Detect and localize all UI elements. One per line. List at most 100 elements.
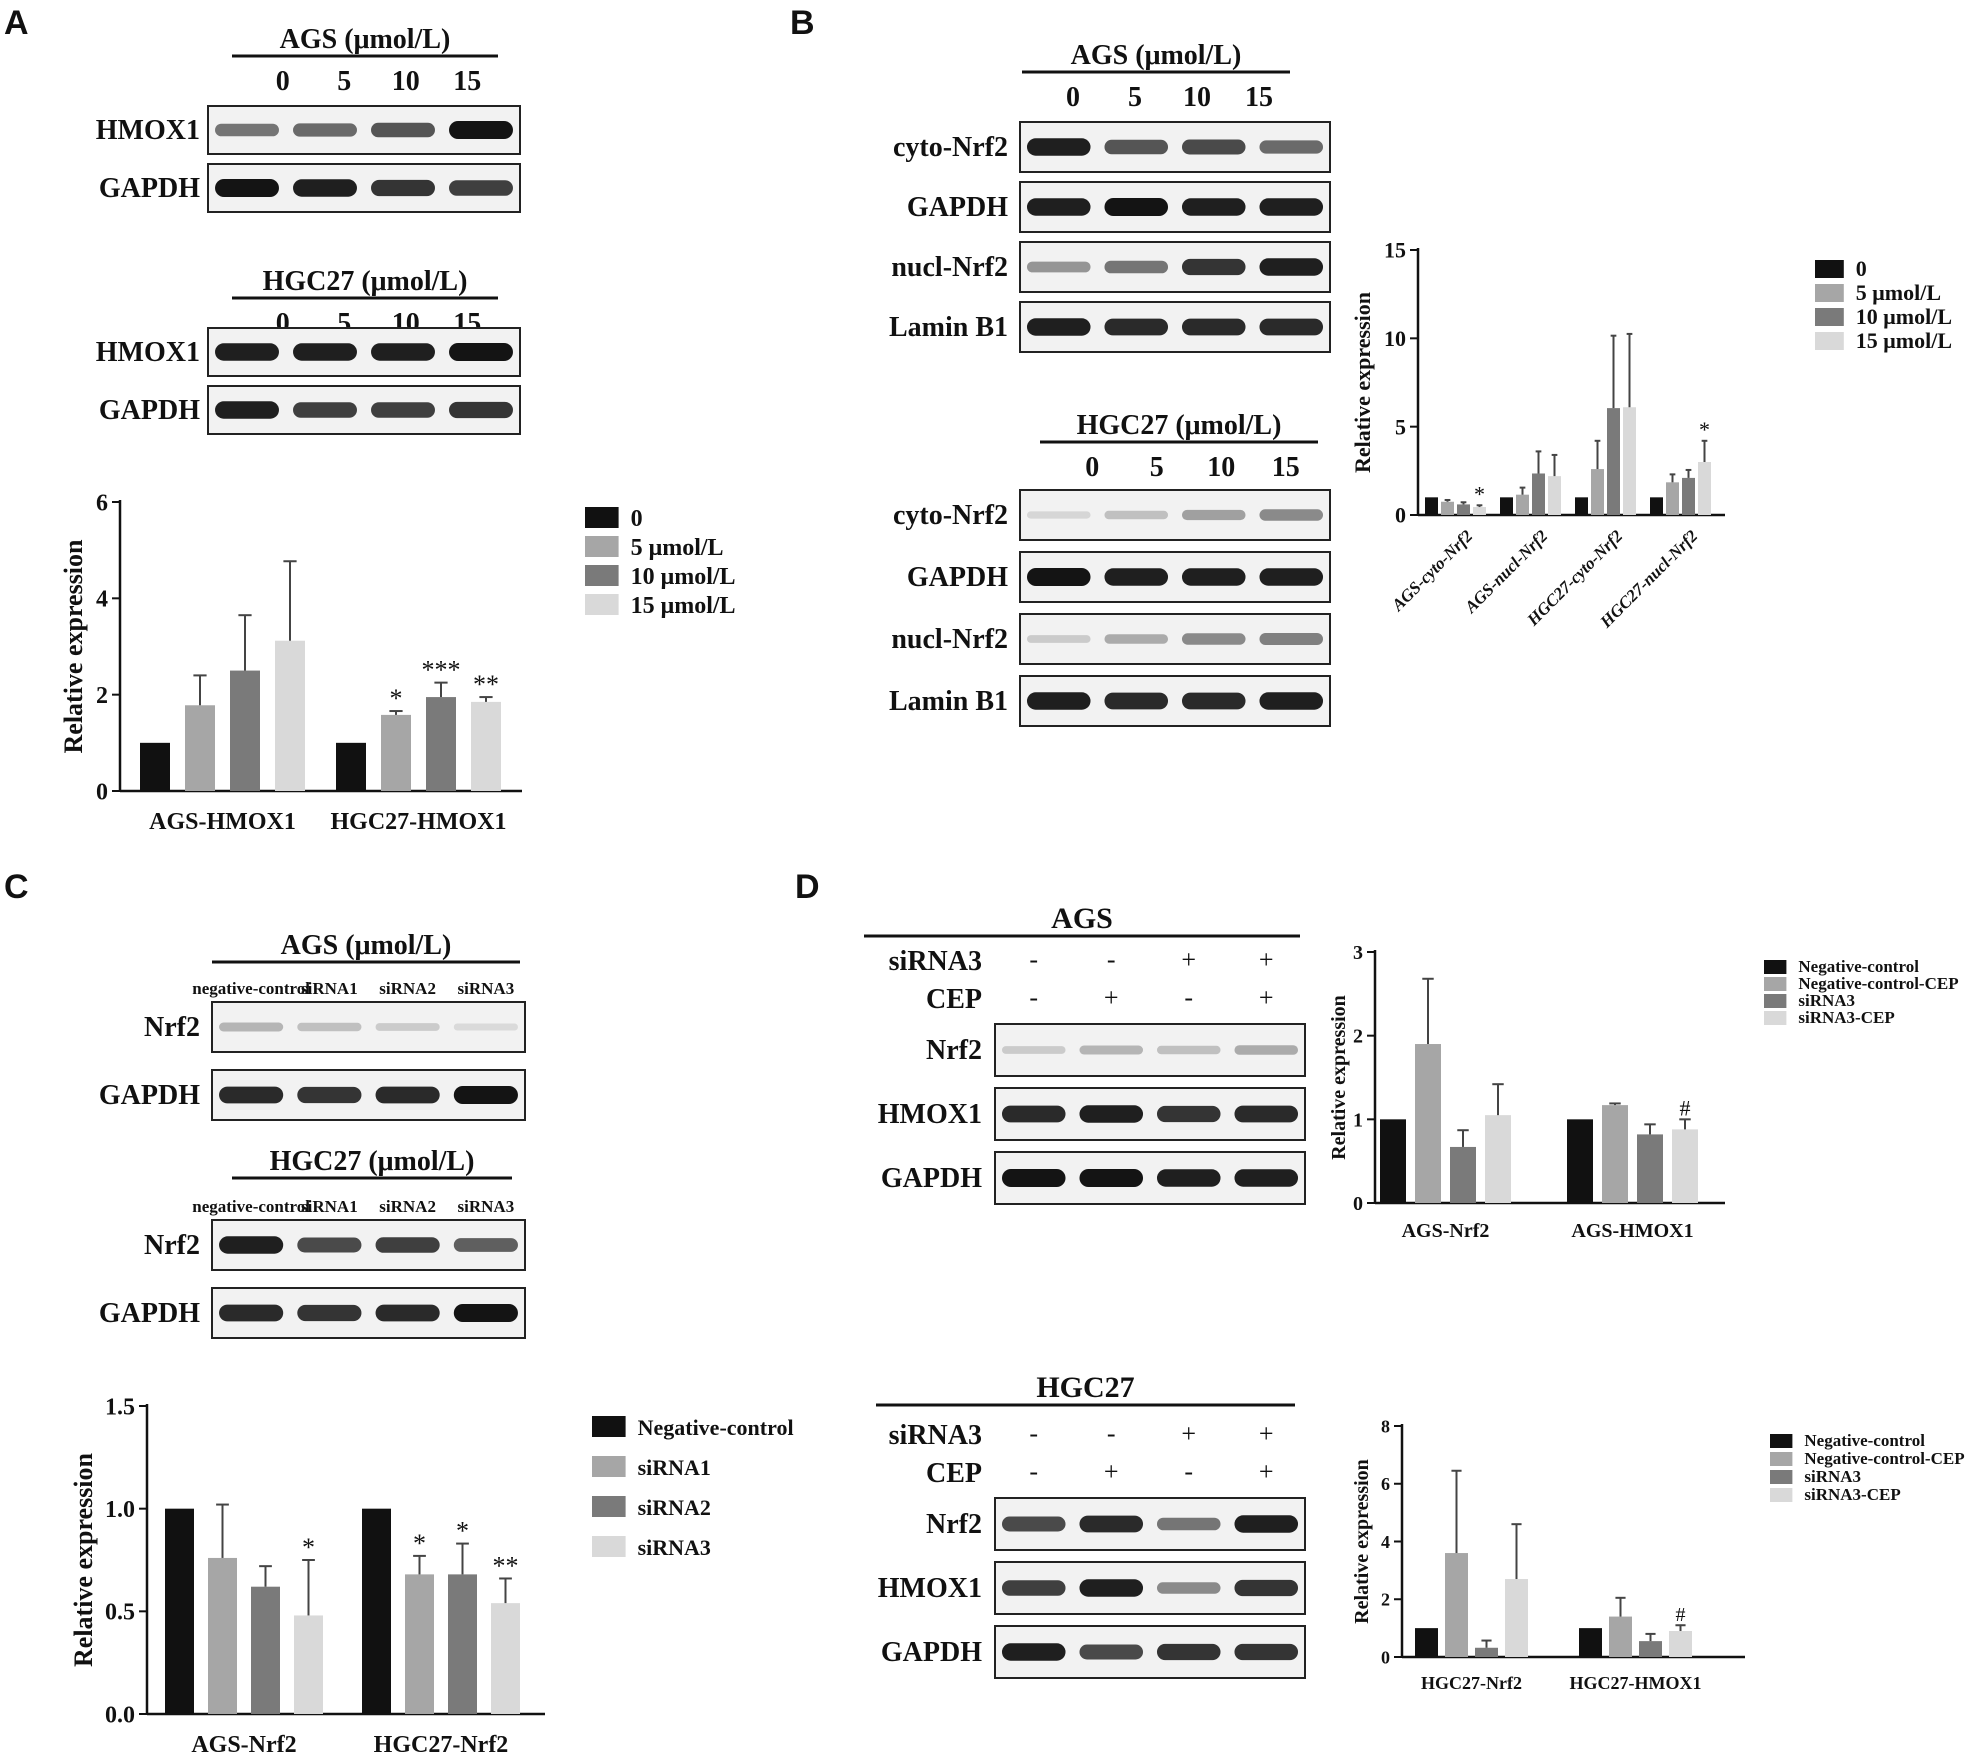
condition-sign: + (1259, 983, 1274, 1012)
bar (1666, 482, 1679, 515)
legend-swatch (1764, 1011, 1787, 1025)
bar (1425, 497, 1438, 515)
blot-b-hgc27: cyto-Nrf2 GAPDH nucl-Nrf2 Lamin B1 (889, 489, 1331, 727)
bar (1669, 1631, 1692, 1657)
significance-label: ** (473, 670, 499, 699)
x-category-label: HGC27-HMOX1 (1570, 1673, 1702, 1693)
condition-sign: + (1104, 1457, 1119, 1486)
legend-swatch (1770, 1488, 1793, 1502)
legend-label: 10 μmol/L (1856, 304, 1952, 329)
band (1234, 1515, 1299, 1533)
band (375, 1304, 440, 1322)
legend-swatch (1764, 994, 1787, 1008)
band (1181, 198, 1246, 216)
y-tick-label: 2 (96, 683, 108, 709)
condition-sign: + (1259, 945, 1274, 974)
band (1001, 1516, 1066, 1532)
bar (1415, 1628, 1438, 1657)
lane-label: siRNA3 (458, 979, 515, 998)
band (375, 1237, 440, 1253)
bar (491, 1603, 520, 1714)
band (1026, 261, 1091, 273)
bar (1575, 497, 1588, 515)
band (297, 1022, 362, 1032)
band (1259, 198, 1324, 216)
blot-a-ags: HMOX1 GAPDH (96, 105, 521, 213)
legend-swatch (1815, 332, 1844, 350)
bar (381, 714, 411, 791)
significance-label: # (1680, 1095, 1691, 1120)
blot-header-c-ags: AGS (μmol/L) (212, 930, 520, 964)
blot-row-label: GAPDH (881, 1163, 982, 1194)
chart-d-ags: 0 1 2 3 Relative expression AGS-Nrf2 # AGS-HMOX… (1328, 942, 1959, 1242)
bar (230, 670, 260, 791)
legend-swatch (1764, 960, 1787, 974)
band (297, 1086, 362, 1104)
legend-label: Negative-control (638, 1415, 794, 1440)
band (215, 343, 279, 361)
bar (362, 1508, 391, 1714)
significance-label: * (456, 1517, 469, 1546)
lane-label: siRNA1 (301, 979, 358, 998)
blot-group-title: AGS (μmol/L) (281, 930, 452, 961)
band (1104, 318, 1169, 336)
band (1104, 568, 1169, 586)
band (293, 402, 357, 418)
bar (1639, 1641, 1662, 1657)
blot-row-label: cyto-Nrf2 (893, 500, 1008, 531)
bar (1415, 1044, 1441, 1203)
legend-swatch (1770, 1452, 1793, 1466)
bar (294, 1615, 323, 1714)
legend-swatch (1815, 260, 1844, 278)
y-tick-label: 0 (1381, 1647, 1390, 1667)
bar (1609, 1616, 1632, 1657)
band (1104, 139, 1169, 155)
blot-row-label: HMOX1 (96, 115, 200, 146)
y-tick-label: 4 (1381, 1532, 1390, 1552)
condition-label-cep: CEP (926, 1458, 982, 1489)
bar (448, 1574, 477, 1714)
bar (336, 742, 366, 791)
blot-header-d-ags: AGS (864, 902, 1300, 938)
band (1001, 1046, 1066, 1054)
bar (1380, 1119, 1406, 1203)
blot-row-label: GAPDH (99, 1080, 200, 1111)
bar (1672, 1129, 1698, 1203)
legend-swatch (592, 1456, 626, 1477)
band (1259, 258, 1324, 276)
bar (1602, 1105, 1628, 1203)
bar (1650, 497, 1663, 515)
band (1079, 1579, 1144, 1597)
band (297, 1237, 362, 1253)
blot-d-ags: siRNA3 - - + + CEP - + - + Nrf2 HMOX1 GAPDH (878, 945, 1306, 1205)
lane-label: 15 (1245, 82, 1273, 113)
bar (1623, 407, 1636, 515)
legend-label: 0 (1856, 256, 1867, 281)
blot-group-title: HGC27 (μmol/L) (263, 266, 468, 297)
condition-sign: - (1107, 945, 1116, 974)
band (1104, 260, 1169, 274)
bar (1637, 1134, 1663, 1203)
band (1079, 1515, 1144, 1533)
significance-label: * (1699, 417, 1710, 442)
blot-header-a-ags: AGS (μmol/L) 0 5 10 15 (232, 24, 498, 97)
band (1181, 258, 1246, 276)
bar (1445, 1553, 1468, 1657)
band (219, 1022, 284, 1032)
band (1156, 1169, 1221, 1187)
band (1104, 198, 1169, 216)
bar (405, 1574, 434, 1714)
band (453, 1086, 518, 1104)
legend-label: 15 μmol/L (631, 593, 736, 619)
blot-row-label: nucl-Nrf2 (891, 252, 1008, 283)
condition-sign: - (1029, 945, 1038, 974)
band (449, 401, 513, 419)
significance-label: * (1474, 481, 1485, 506)
bar (140, 742, 170, 791)
significance-label: * (413, 1529, 426, 1558)
band (1026, 692, 1091, 710)
y-tick-label: 1 (1353, 1109, 1363, 1131)
